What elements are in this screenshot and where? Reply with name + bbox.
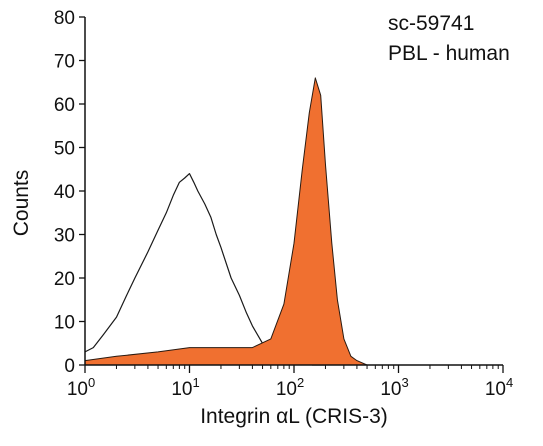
y-tick-label: 40	[54, 182, 75, 203]
x-tick-label: 103	[380, 375, 408, 400]
y-tick-label: 20	[54, 269, 75, 290]
x-axis-ticks: 100 101 102 103 104	[67, 365, 513, 400]
sample-label: PBL - human	[388, 42, 510, 65]
y-axis-ticks: 0 10 20 30 40 50 60 70 80	[54, 8, 85, 377]
y-axis-title: Counts	[10, 170, 33, 237]
x-tick-label: 101	[171, 375, 199, 400]
x-tick-label: 102	[276, 375, 304, 400]
y-tick-label: 80	[54, 8, 75, 29]
y-tick-label: 50	[54, 139, 75, 160]
plot-area	[84, 77, 368, 366]
x-tick-label: 104	[485, 375, 513, 400]
y-tick-label: 30	[54, 226, 75, 247]
x-tick-label: 100	[67, 375, 95, 400]
x-axis-title: Integrin αL (CRIS-3)	[200, 405, 388, 428]
y-tick-label: 0	[64, 356, 75, 377]
y-tick-label: 10	[54, 313, 75, 334]
y-tick-label: 70	[54, 52, 75, 73]
y-tick-label: 60	[54, 95, 75, 116]
catalog-number-label: sc-59741	[388, 12, 474, 35]
series-filled-histogram	[84, 77, 368, 366]
